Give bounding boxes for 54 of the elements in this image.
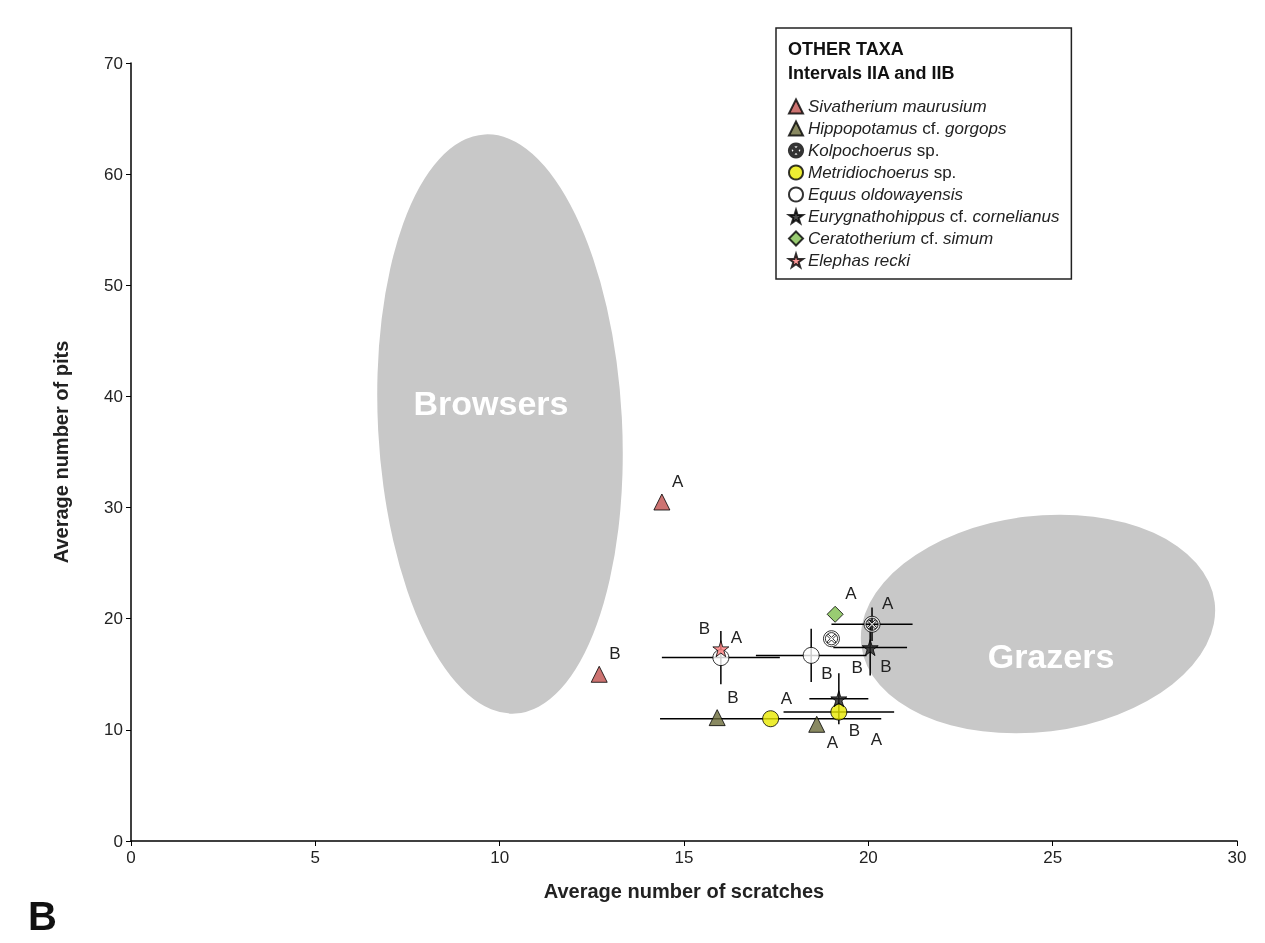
x-tick-label: 10 (490, 848, 510, 867)
annotation: B (727, 687, 739, 707)
x-tick-label: 15 (674, 848, 694, 867)
point (808, 715, 826, 733)
annotation: A (870, 729, 883, 749)
annotation: A (671, 472, 684, 492)
y-tick-label: 10 (104, 720, 123, 740)
annotation: A (780, 688, 793, 708)
annotation: A (845, 584, 858, 604)
y-tick-label: 20 (104, 609, 123, 629)
annotation: A (826, 733, 839, 753)
x-tick-label: 25 (1043, 848, 1063, 867)
point (712, 640, 730, 658)
legend-label: Hippopotamus cf. gorgops (808, 119, 1007, 138)
point (708, 709, 726, 727)
annotation: A (882, 594, 895, 614)
annotation: B (880, 656, 892, 676)
x-tick-label: 30 (1227, 848, 1247, 867)
legend-label: Metridiochoerus sp. (808, 163, 957, 182)
point (802, 646, 820, 664)
y-tick-label: 70 (104, 53, 123, 73)
point (762, 710, 780, 728)
legend-title: OTHER TAXA Intervals IIA and IIB (788, 39, 955, 83)
point (653, 493, 671, 511)
legend-label: Elephas recki (808, 251, 912, 270)
y-tick-label: 40 (104, 386, 123, 406)
x-tick-label: 5 (310, 848, 321, 867)
point (822, 630, 840, 648)
legend-label: Ceratotherium cf. simum (808, 229, 994, 248)
annotation: B (609, 644, 621, 664)
annotation: B (698, 618, 711, 638)
y-tick-label: 60 (104, 164, 123, 184)
point (590, 665, 608, 683)
x-axis-title: Average number of scratches (543, 880, 825, 902)
y-tick-label: 50 (104, 275, 123, 295)
y-axis-title: Average number of pits (50, 340, 72, 564)
text: B (28, 894, 57, 938)
point (826, 605, 844, 623)
legend-label: Sivatherium maurusium (808, 97, 987, 116)
legend-label: Kolpochoerus sp. (808, 141, 940, 160)
legend-label: Equus oldowayensis (808, 185, 964, 204)
annotation: B (851, 657, 863, 677)
annotation: A (730, 627, 743, 647)
y-tick-label: 0 (113, 831, 123, 851)
point (830, 703, 848, 721)
y-tick-label: 30 (104, 498, 123, 518)
annotation: B (848, 721, 861, 741)
point (861, 639, 879, 657)
point (830, 690, 848, 708)
x-tick-label: 20 (858, 848, 878, 867)
point (863, 615, 881, 633)
legend-label: Eurygnathohippus cf. cornelianus (808, 207, 1060, 226)
annotation: B (821, 664, 833, 684)
x-tick-label: 0 (126, 848, 136, 867)
